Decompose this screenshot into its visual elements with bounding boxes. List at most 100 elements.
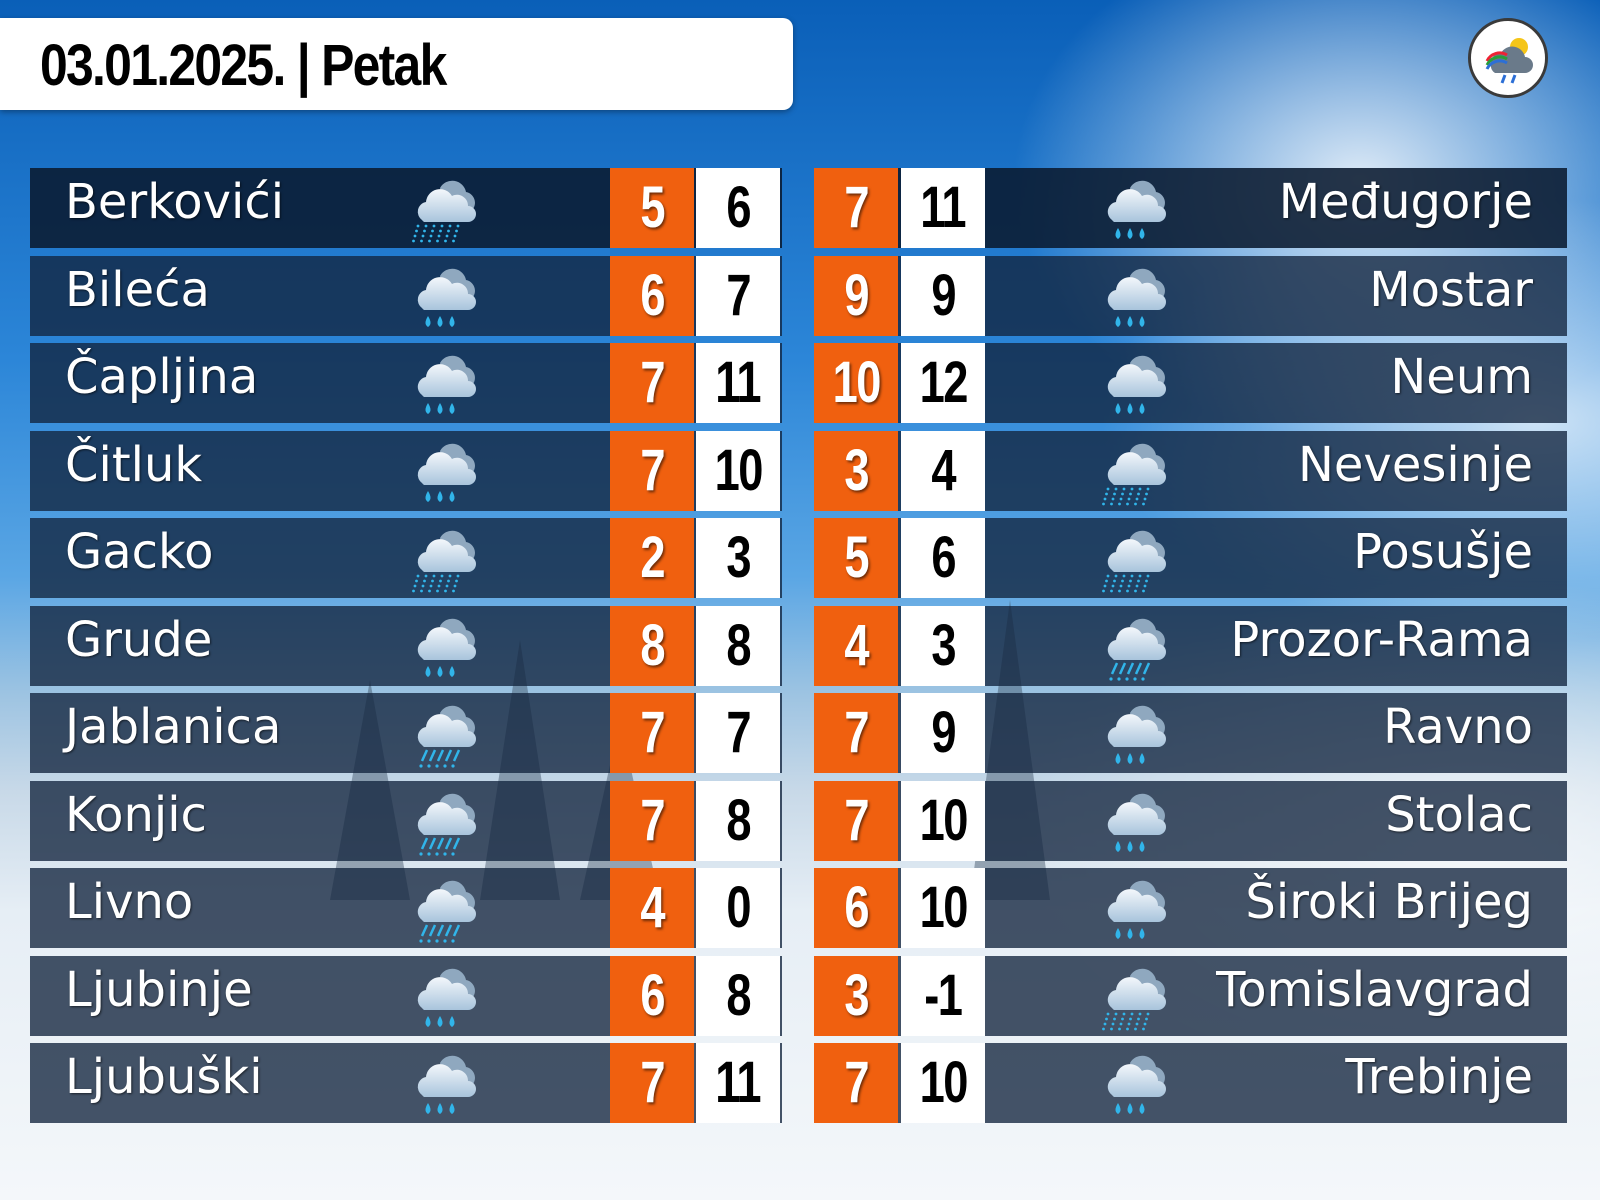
- city-name: Ljubinje: [65, 962, 253, 1018]
- city-row: Čapljina 7 11: [30, 343, 782, 423]
- snow-cloud-icon: [1100, 520, 1176, 596]
- city-name: Ravno: [1383, 699, 1533, 755]
- rain-cloud-icon: [1100, 258, 1176, 334]
- min-temperature: 9: [814, 256, 898, 336]
- rain-cloud-icon: [1100, 870, 1176, 946]
- date-header: 03.01.2025. | Petak: [0, 18, 793, 110]
- max-temperature: 10: [901, 781, 985, 861]
- min-temperature: 3: [814, 431, 898, 511]
- snow-cloud-icon: [1100, 433, 1176, 509]
- city-name: Čapljina: [65, 349, 259, 405]
- city-row: Neum 10 12: [814, 343, 1567, 423]
- city-row: Nevesinje 3 4: [814, 431, 1567, 511]
- city-row: Čitluk 7 10: [30, 431, 782, 511]
- min-temperature: 7: [610, 431, 694, 511]
- date-title: 03.01.2025. | Petak: [40, 33, 447, 98]
- min-temperature: 4: [814, 606, 898, 686]
- rain-cloud-icon: [1100, 783, 1176, 859]
- min-temperature: 7: [610, 781, 694, 861]
- city-name: Gacko: [65, 524, 214, 580]
- max-temperature: 11: [696, 1043, 780, 1123]
- max-temperature: 9: [901, 693, 985, 773]
- min-temperature: 5: [814, 518, 898, 598]
- min-temperature: 6: [814, 868, 898, 948]
- city-row: Stolac 7 10: [814, 781, 1567, 861]
- city-row: Ljubinje 6 8: [30, 956, 782, 1036]
- rain-cloud-icon: [1100, 695, 1176, 771]
- city-name: Bileća: [65, 262, 210, 318]
- city-row: Livno 4 0: [30, 868, 782, 948]
- min-temperature: 3: [814, 956, 898, 1036]
- max-temperature: 3: [901, 606, 985, 686]
- city-name: Berkovići: [65, 174, 285, 230]
- rain-cloud-icon: [410, 433, 486, 509]
- max-temperature: 12: [901, 343, 985, 423]
- min-temperature: 7: [814, 1043, 898, 1123]
- max-temperature: 3: [696, 518, 780, 598]
- city-name: Livno: [65, 874, 194, 930]
- max-temperature: 10: [696, 431, 780, 511]
- min-temperature: 10: [814, 343, 898, 423]
- city-row: Tomislavgrad 3 -1: [814, 956, 1567, 1036]
- max-temperature: 9: [901, 256, 985, 336]
- max-temperature: 6: [901, 518, 985, 598]
- city-name: Grude: [65, 612, 213, 668]
- city-name: Široki Brijeg: [1245, 874, 1533, 930]
- snow-cloud-icon: [410, 520, 486, 596]
- city-name: Nevesinje: [1297, 437, 1533, 493]
- city-name: Konjic: [65, 787, 207, 843]
- max-temperature: 8: [696, 956, 780, 1036]
- city-row: Trebinje 7 10: [814, 1043, 1567, 1123]
- city-row: Posušje 5 6: [814, 518, 1567, 598]
- min-temperature: 7: [610, 343, 694, 423]
- city-row: Grude 8 8: [30, 606, 782, 686]
- min-temperature: 6: [610, 256, 694, 336]
- min-temperature: 7: [814, 168, 898, 248]
- min-temperature: 8: [610, 606, 694, 686]
- max-temperature: -1: [901, 956, 985, 1036]
- city-row: Konjic 7 8: [30, 781, 782, 861]
- min-temperature: 6: [610, 956, 694, 1036]
- min-temperature: 7: [814, 781, 898, 861]
- city-name: Mostar: [1369, 262, 1533, 318]
- min-temperature: 7: [610, 693, 694, 773]
- max-temperature: 11: [901, 168, 985, 248]
- max-temperature: 11: [696, 343, 780, 423]
- max-temperature: 10: [901, 1043, 985, 1123]
- max-temperature: 6: [696, 168, 780, 248]
- city-row: Široki Brijeg 6 10: [814, 868, 1567, 948]
- sleet-cloud-icon: [1100, 608, 1176, 684]
- city-row: Berkovići 5 6: [30, 168, 782, 248]
- max-temperature: 8: [696, 606, 780, 686]
- rain-cloud-icon: [410, 258, 486, 334]
- max-temperature: 4: [901, 431, 985, 511]
- max-temperature: 0: [696, 868, 780, 948]
- max-temperature: 8: [696, 781, 780, 861]
- city-name: Jablanica: [65, 699, 282, 755]
- snow-cloud-icon: [410, 170, 486, 246]
- city-name: Prozor-Rama: [1230, 612, 1533, 668]
- rain-cloud-icon: [410, 345, 486, 421]
- max-temperature: 7: [696, 693, 780, 773]
- snow-cloud-icon: [1100, 958, 1176, 1034]
- sleet-cloud-icon: [410, 695, 486, 771]
- rain-cloud-icon: [410, 608, 486, 684]
- city-row: Prozor-Rama 4 3: [814, 606, 1567, 686]
- rain-cloud-icon: [1100, 1045, 1176, 1121]
- weather-logo-icon: [1468, 18, 1548, 98]
- max-temperature: 7: [696, 256, 780, 336]
- city-row: Bileća 6 7: [30, 256, 782, 336]
- city-name: Ljubuški: [65, 1049, 263, 1105]
- max-temperature: 10: [901, 868, 985, 948]
- city-name: Neum: [1390, 349, 1533, 405]
- min-temperature: 4: [610, 868, 694, 948]
- min-temperature: 7: [610, 1043, 694, 1123]
- rain-cloud-icon: [1100, 345, 1176, 421]
- city-name: Stolac: [1385, 787, 1533, 843]
- city-row: Ravno 7 9: [814, 693, 1567, 773]
- city-row: Međugorje 7 11: [814, 168, 1567, 248]
- sleet-cloud-icon: [410, 870, 486, 946]
- city-name: Trebinje: [1345, 1049, 1533, 1105]
- sleet-cloud-icon: [410, 783, 486, 859]
- rain-cloud-icon: [410, 958, 486, 1034]
